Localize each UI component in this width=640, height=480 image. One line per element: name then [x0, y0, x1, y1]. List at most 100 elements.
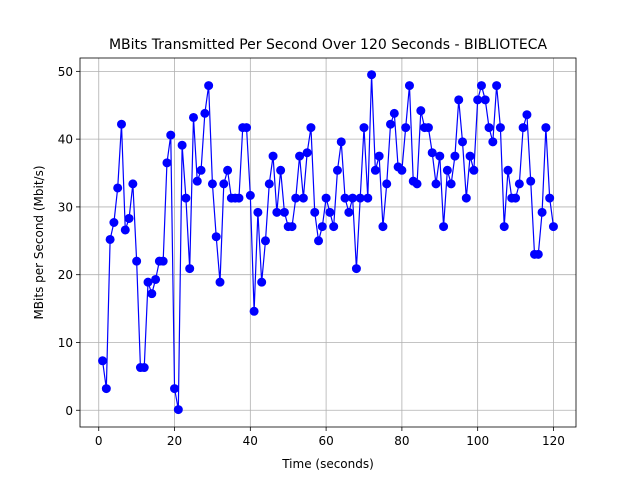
data-point — [367, 70, 377, 80]
x-axis: 0 20 40 60 80 100 120 — [95, 427, 565, 448]
data-point — [359, 123, 369, 133]
data-point — [336, 137, 346, 147]
data-point — [196, 165, 206, 175]
data-point — [215, 277, 225, 287]
data-point — [450, 151, 460, 161]
data-point — [423, 123, 433, 133]
data-point — [431, 179, 441, 189]
x-tick-label: 120 — [542, 434, 565, 448]
data-point — [374, 151, 384, 161]
data-point — [143, 277, 153, 287]
data-point — [147, 289, 157, 299]
data-point — [435, 151, 445, 161]
data-point — [495, 123, 505, 133]
data-point — [488, 137, 498, 147]
data-point — [382, 179, 392, 189]
y-tick-label: 20 — [58, 268, 73, 282]
data-point — [257, 277, 267, 287]
data-point — [518, 123, 528, 133]
data-point — [260, 236, 270, 246]
data-point — [317, 222, 327, 232]
y-tick-label: 0 — [65, 404, 73, 418]
data-point — [139, 363, 149, 373]
data-point — [370, 165, 380, 175]
data-point — [279, 207, 289, 217]
data-point — [480, 95, 490, 105]
data-point — [503, 165, 513, 175]
y-tick-label: 40 — [58, 133, 73, 147]
data-point — [321, 193, 331, 203]
data-point — [533, 249, 543, 259]
data-point — [211, 232, 221, 242]
data-point — [310, 207, 320, 217]
data-point — [298, 193, 308, 203]
data-point — [276, 165, 286, 175]
data-point — [200, 108, 210, 118]
x-axis-label: Time (seconds) — [281, 457, 374, 471]
data-point — [249, 306, 259, 316]
data-point — [306, 123, 316, 133]
data-point — [223, 165, 233, 175]
data-point — [446, 179, 456, 189]
data-point — [151, 274, 161, 284]
data-point — [526, 176, 536, 186]
data-point — [177, 140, 187, 150]
data-point — [325, 207, 335, 217]
data-point — [170, 384, 180, 394]
data-point — [499, 222, 509, 232]
data-point — [192, 176, 202, 186]
data-point — [348, 193, 358, 203]
data-point — [404, 81, 414, 91]
x-tick-label: 80 — [394, 434, 409, 448]
data-point — [545, 193, 555, 203]
data-point — [416, 106, 426, 116]
data-point — [132, 256, 142, 266]
data-point — [344, 207, 354, 217]
data-point — [454, 95, 464, 105]
data-point — [461, 193, 471, 203]
data-point — [386, 119, 396, 129]
x-tick-label: 60 — [318, 434, 333, 448]
x-tick-label: 100 — [466, 434, 489, 448]
x-tick-label: 20 — [167, 434, 182, 448]
chart-title: MBits Transmitted Per Second Over 120 Se… — [109, 37, 548, 53]
data-point — [181, 193, 191, 203]
data-point — [120, 225, 130, 235]
data-point — [363, 193, 373, 203]
data-point — [105, 234, 115, 244]
data-point — [329, 222, 339, 232]
data-point — [207, 179, 217, 189]
data-point — [492, 81, 502, 91]
data-point — [469, 165, 479, 175]
data-point — [332, 165, 342, 175]
data-point — [268, 151, 278, 161]
data-point — [98, 356, 108, 366]
data-point — [389, 108, 399, 118]
data-point — [166, 130, 176, 140]
data-point — [234, 193, 244, 203]
data-point — [264, 179, 274, 189]
data-point — [287, 222, 297, 232]
data-point — [116, 119, 126, 129]
data-point — [511, 193, 521, 203]
data-point — [253, 207, 263, 217]
x-tick-label: 40 — [243, 434, 258, 448]
data-point — [340, 193, 350, 203]
data-point — [204, 81, 214, 91]
data-point — [537, 207, 547, 217]
data-point — [541, 123, 551, 133]
data-point — [378, 222, 388, 232]
data-point — [484, 123, 494, 133]
data-point — [245, 190, 255, 200]
data-point — [128, 179, 138, 189]
data-point — [355, 193, 365, 203]
y-tick-label: 30 — [58, 200, 73, 214]
data-point — [185, 264, 195, 274]
y-axis-label: MBits per Second (Mbit/s) — [32, 165, 46, 319]
data-point — [113, 183, 123, 193]
data-point — [412, 179, 422, 189]
y-axis: 0 10 20 30 40 50 — [58, 65, 80, 418]
y-tick-label: 10 — [58, 336, 73, 350]
data-point — [442, 165, 452, 175]
